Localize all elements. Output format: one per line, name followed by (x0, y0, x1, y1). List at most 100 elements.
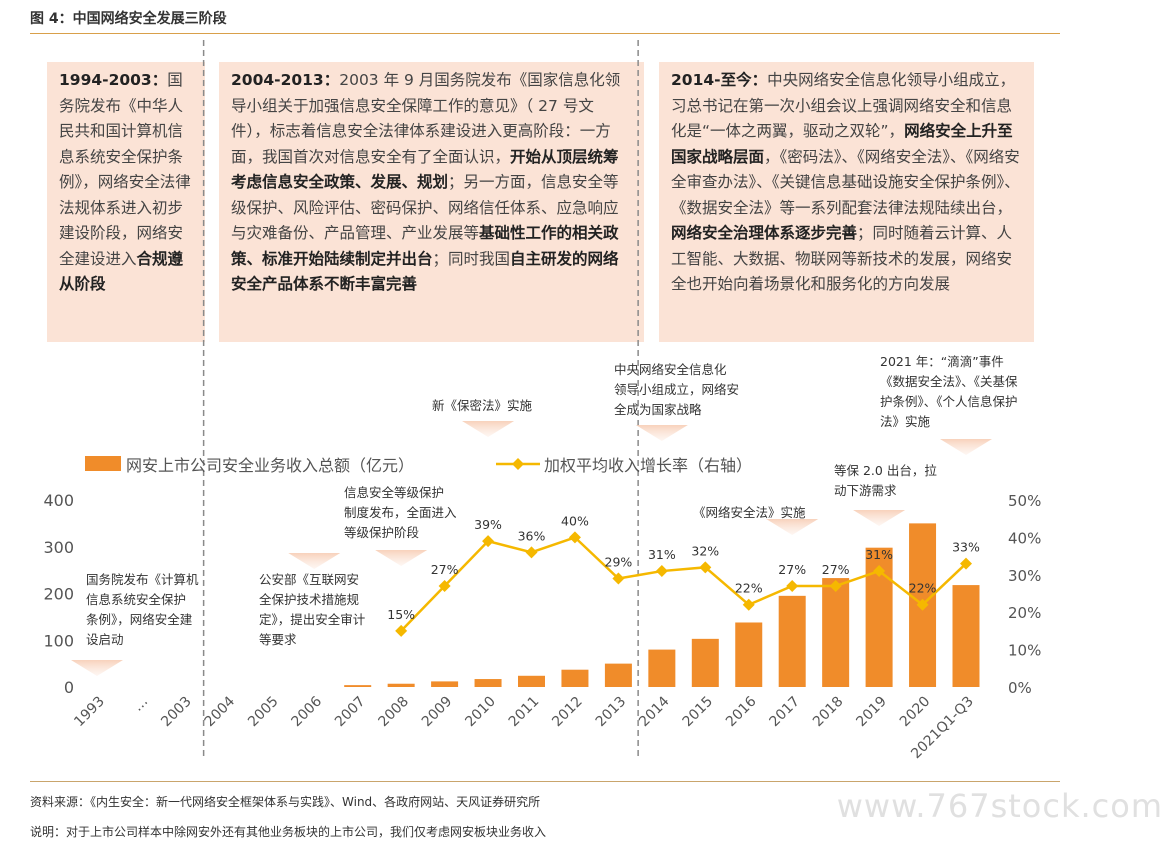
annotation-line: 全保护技术措施规 (259, 592, 360, 607)
growth-label-2013: 29% (605, 555, 633, 570)
growth-point-2014 (655, 565, 668, 578)
x-tick-label: 2014 (636, 693, 673, 730)
legend-bar-label: 网安上市公司安全业务收入总额（亿元） (126, 456, 415, 475)
annotation-line: 国务院发布《计算机 (86, 572, 199, 587)
x-tick-label: 2019 (853, 694, 890, 731)
phase-1-bold: 合规遵从阶段 (59, 249, 184, 294)
growth-label-2018: 27% (822, 562, 850, 577)
x-tick-label: 2015 (680, 694, 717, 731)
bar-2015 (691, 638, 719, 687)
annotation-line: 动下游需求 (834, 483, 897, 498)
growth-point-2012 (568, 531, 581, 544)
x-tick-label: 2020 (897, 694, 934, 731)
phase-2-bold-2: 基础性工作的相关政策、标准开始陆续制定并出台 (231, 224, 619, 268)
growth-point-2019 (873, 565, 886, 578)
annotation-line: 《数据安全法》、《关基保 (880, 374, 1018, 389)
phase-box-3: 2014-至今：中央网络安全信息化领导小组成立，习总书记在第一次小组会议上强调网… (659, 62, 1034, 342)
figure-title: 图 4：中国网络安全发展三阶段 (30, 11, 227, 27)
title-rule (30, 33, 1060, 34)
annotation-line: 全成为国家战略 (614, 402, 702, 417)
annotation-2016: 《网络安全法》实施 (693, 503, 806, 523)
annotation-line: 等要求 (259, 632, 297, 647)
legend-line-swatch (496, 458, 540, 470)
right-tick-label: 50% (1008, 492, 1041, 510)
phase-1-lead: 1994-2003： (59, 71, 168, 89)
growth-label-2010: 39% (474, 517, 502, 532)
growth-point-2013 (612, 572, 625, 585)
left-tick-label: 0 (64, 678, 74, 697)
growth-line (400, 535, 967, 632)
x-tick-label: 2007 (332, 694, 369, 731)
annotation-line: 中央网络安全信息化 (614, 362, 727, 377)
x-tick-label: 2010 (462, 694, 499, 731)
annotation-arrow (853, 510, 906, 526)
left-tick-label: 300 (43, 538, 74, 557)
growth-point-2008 (395, 624, 408, 637)
x-tick-label: 2013 (593, 694, 630, 731)
x-tick-label: 2011 (506, 694, 543, 731)
annotation-line: 等保 2.0 出台，拉 (834, 463, 937, 478)
growth-label-2016: 22% (735, 581, 763, 596)
growth-label-2015: 32% (691, 543, 719, 558)
annotation-arrow (375, 550, 428, 566)
annotation-2019: 等保 2.0 出台，拉 动下游需求 (834, 461, 937, 501)
phase-2-text-3: ；同时我国 (432, 249, 511, 268)
bar-2018 (822, 578, 850, 687)
growth-point-2021Q1-Q3 (960, 557, 972, 570)
bar-2007 (344, 685, 372, 687)
bar-2010 (474, 679, 502, 687)
annotation-line: 法》实施 (880, 414, 931, 429)
bar-2016 (735, 622, 763, 687)
growth-point-2015 (699, 561, 712, 574)
phase-3-bold-1: 网络安全上升至国家战略层面 (671, 122, 1013, 166)
annotation-arrow (288, 553, 341, 569)
growth-label-2021Q1-Q3: 33% (952, 540, 980, 555)
annotation-arrow (462, 421, 515, 437)
annotation-2010: 新《保密法》实施 (432, 396, 532, 416)
growth-point-2018 (829, 580, 842, 593)
phase-2-bold-1: 开始从顶层统筹考虑信息安全政策、发展、规划 (231, 147, 619, 192)
annotation-line: 制度发布，全面进入 (344, 505, 457, 520)
phase-2-text-2: ；另一方面，信息安全等级保护、风险评估、密码保护、网络信任体系、应急响应与灾难备… (231, 173, 619, 242)
x-tick-label: … (130, 694, 151, 715)
annotation-1994: 国务院发布《计算机 信息系统安全保护 条例》，网络安全建 设启动 (86, 570, 199, 650)
phase-2-lead: 2004-2013： (231, 71, 340, 89)
phase-1-body: 国务院发布《中华人民共和国计算机信息系统安全保护条例》，网络安全法律法规体系进入… (59, 71, 191, 268)
annotation-2008: 信息安全等级保护 制度发布，全面进入 等级保护阶段 (344, 483, 457, 543)
annotation-line: 护条例》、《个人信息保护 (880, 394, 1018, 409)
left-tick-label: 200 (43, 585, 74, 604)
growth-label-2011: 36% (518, 528, 546, 543)
growth-label-2009: 27% (431, 562, 459, 577)
right-tick-label: 0% (1008, 679, 1032, 697)
growth-point-2016 (742, 598, 755, 611)
growth-point-2017 (786, 580, 799, 593)
legend-bar-swatch (85, 456, 121, 471)
phase-2-bold-3: 自主研发的网络安全产品体系不断丰富完善 (231, 249, 619, 294)
right-tick-label: 30% (1008, 567, 1041, 585)
annotation-line: 设启动 (86, 632, 124, 647)
x-tick-label: 2018 (810, 694, 847, 731)
x-tick-label: 2009 (419, 694, 456, 731)
bar-2017 (778, 595, 806, 687)
phase-3-text-3: ；同时随着云计算、人工智能、大数据、物联网等新技术的发展，网络安全也开始向着场景… (671, 224, 1013, 293)
annotation-line: 信息系统安全保护 (86, 592, 187, 607)
annotation-line: 条例》，网络安全建 (86, 612, 193, 627)
bar-2009 (431, 681, 459, 687)
annotation-arrow (71, 660, 123, 676)
x-tick-label: 2008 (375, 694, 412, 731)
phase-3-bold-2: 网络安全治理体系逐步完善 (671, 224, 858, 242)
bar-2011 (518, 675, 545, 687)
x-tick-label: 2003 (158, 694, 195, 731)
growth-point-2020 (916, 598, 929, 611)
growth-point-2009 (438, 580, 451, 593)
annotation-line: 《网络安全法》实施 (693, 505, 806, 520)
annotation-line: 领导小组成立，网络安 (614, 382, 740, 397)
bar-2014 (648, 649, 676, 687)
phase-3-text-1: 中央网络安全信息化领导小组成立，习总书记在第一次小组会议上强调网络安全和信息化是… (671, 71, 1016, 140)
x-tick-label: 1993 (71, 694, 108, 731)
annotation-line: 等级保护阶段 (344, 525, 420, 540)
annotation-arrow (766, 519, 819, 535)
phase-box-1: 1994-2003：国务院发布《中华人民共和国计算机信息系统安全保护条例》，网络… (47, 62, 205, 342)
annotation-arrow (940, 439, 992, 455)
